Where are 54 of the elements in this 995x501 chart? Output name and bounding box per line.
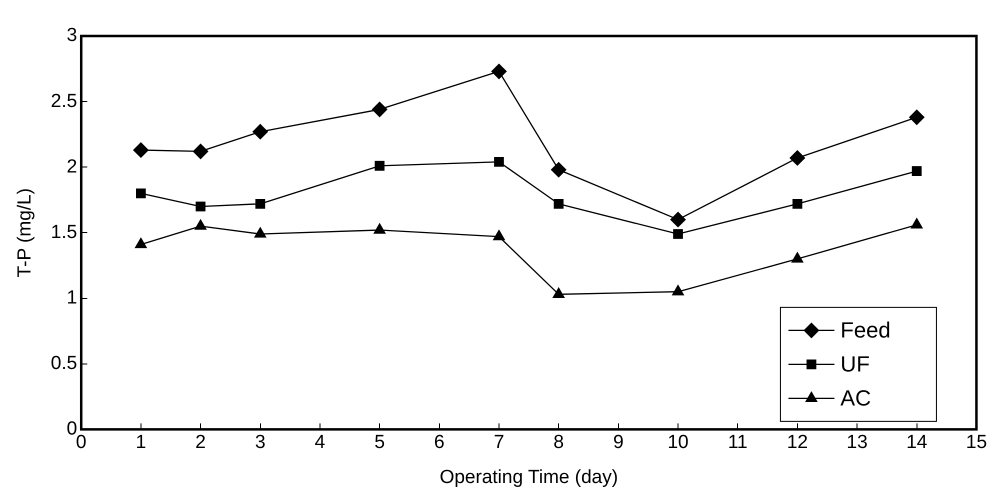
point — [909, 110, 924, 125]
point — [792, 252, 804, 263]
point — [551, 162, 566, 178]
point — [494, 156, 504, 167]
x-tick-label: 8 — [553, 432, 564, 454]
point — [374, 223, 386, 234]
point — [493, 230, 505, 240]
x-tick-label: 11 — [728, 432, 748, 454]
y-tick-label: 1 — [66, 288, 78, 308]
point — [372, 102, 388, 118]
x-tick-label: 13 — [846, 432, 868, 454]
x-tick-label: 5 — [374, 432, 385, 454]
point — [792, 198, 802, 209]
x-tick-label: 3 — [254, 432, 266, 454]
y-tick-label: 0 — [66, 418, 78, 440]
point — [136, 188, 146, 198]
point — [252, 124, 268, 140]
point — [910, 218, 923, 228]
y-tick-label: 2 — [66, 156, 78, 178]
y-tick-label: 1.5 — [50, 222, 78, 243]
x-tick-label: 14 — [906, 432, 928, 454]
y-tick-label: 0.5 — [50, 353, 78, 374]
point — [254, 227, 266, 238]
point — [133, 142, 149, 158]
point — [672, 285, 684, 296]
point — [554, 198, 564, 209]
legend-label: Feed — [840, 317, 891, 342]
point — [194, 219, 206, 230]
point — [912, 166, 922, 176]
x-tick-label: 9 — [613, 432, 624, 454]
x-tick-label: 10 — [667, 432, 689, 454]
point — [790, 150, 806, 166]
point — [673, 229, 683, 239]
point — [552, 288, 565, 298]
x-tick-label: 15 — [966, 432, 988, 454]
x-tick-label: 2 — [195, 432, 206, 454]
y-tick-label: 3 — [66, 25, 78, 46]
point — [491, 64, 507, 80]
x-axis-title: Operating Time (day) — [440, 466, 618, 488]
y-axis-title: T-P (mg/L) — [14, 188, 36, 278]
x-tick-label: 12 — [786, 432, 808, 454]
x-tick-label: 4 — [314, 432, 326, 454]
x-tick-label: 6 — [434, 432, 445, 454]
point — [670, 212, 686, 228]
point — [374, 160, 385, 171]
point — [196, 202, 206, 212]
point — [255, 198, 266, 209]
x-tick-label: 1 — [136, 432, 146, 454]
point — [192, 144, 208, 160]
x-tick-label: 7 — [494, 432, 504, 454]
y-tick-label: 2.5 — [50, 90, 78, 112]
legend-label: AC — [840, 385, 872, 410]
legend-label: UF — [840, 351, 870, 376]
point — [135, 238, 147, 248]
